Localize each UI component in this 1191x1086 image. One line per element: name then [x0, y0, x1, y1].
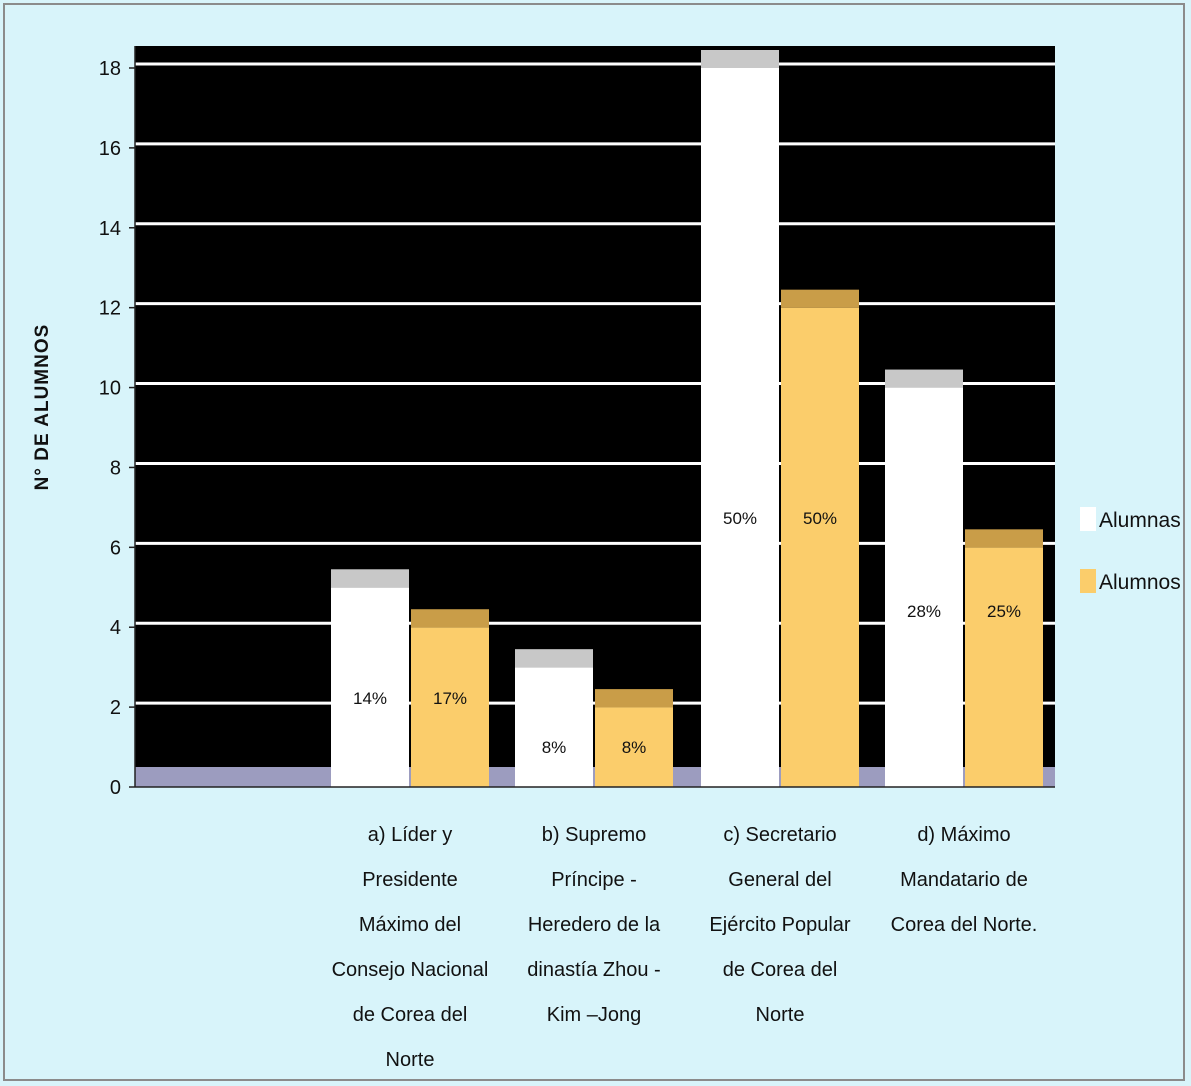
bar-chart: 0 2 4 6 8 10 12 14 16 18 N° DE ALUMNOS 14% 8% 50% 28…	[32, 46, 1181, 1071]
y-tick-label: 10	[99, 378, 121, 400]
bar-alumnas	[885, 387, 963, 787]
x-category-label: d) Máximo Mandatario de Corea del Norte.	[891, 824, 1038, 936]
y-tick-label: 6	[110, 537, 121, 559]
y-tick-label: 18	[99, 58, 121, 80]
bar-top-alumnos	[965, 529, 1043, 548]
gridlines	[135, 62, 1055, 705]
y-tick-label: 4	[110, 617, 121, 639]
data-label: 50%	[723, 509, 757, 528]
bar-alumnos	[965, 547, 1043, 787]
bar-alumnos	[595, 707, 673, 787]
bar-alumnos	[411, 627, 489, 787]
bar-top-alumnos	[411, 609, 489, 628]
legend-swatch-alumnos	[1080, 569, 1096, 593]
data-label: 50%	[803, 509, 837, 528]
bar-alumnas	[515, 667, 593, 787]
y-tick-label: 8	[110, 457, 121, 479]
y-axis: 0 2 4 6 8 10 12 14 16 18	[99, 46, 136, 799]
bar-top-alumnos	[781, 289, 859, 308]
bar-alumnos	[781, 307, 859, 787]
data-label: 8%	[622, 738, 647, 757]
bar-top-alumnas	[331, 569, 409, 588]
data-label: 28%	[907, 602, 941, 621]
x-axis: a) Líder y Presidente Máximo del Consejo Na…	[135, 786, 1055, 1071]
data-label: 14%	[353, 689, 387, 708]
y-tick-label: 14	[99, 218, 121, 240]
x-category-label: b) Supremo Príncipe -Heredero de la dinast…	[527, 824, 661, 1026]
bar-top-alumnas	[885, 369, 963, 388]
chart-frame: 0 2 4 6 8 10 12 14 16 18 N° DE ALUMNOS 14% 8% 50% 28…	[3, 3, 1185, 1081]
bar-alumnas	[331, 587, 409, 787]
legend-label-alumnos: Alumnos	[1099, 571, 1181, 594]
legend-swatch-alumnas	[1080, 507, 1096, 531]
data-label: 8%	[542, 738, 567, 757]
y-tick-label: 16	[99, 138, 121, 160]
x-category-label: c) Secretario General del Ejército Popular…	[709, 824, 851, 1026]
legend-label-alumnas: Alumnas	[1099, 509, 1181, 532]
y-tick-label: 0	[110, 777, 121, 799]
y-tick-label: 2	[110, 697, 121, 719]
y-axis-label: N° DE ALUMNOS	[32, 324, 53, 491]
bars: 14% 8% 50% 28% 17% 8% 50% 25%	[331, 50, 1043, 787]
bar-top-alumnos	[595, 689, 673, 708]
legend: Alumnas Alumnos	[1080, 507, 1181, 594]
data-label: 25%	[987, 602, 1021, 621]
bar-top-alumnas	[515, 649, 593, 668]
data-label: 17%	[433, 689, 467, 708]
bar-top-alumnas	[701, 50, 779, 68]
x-category-label: a) Líder y Presidente Máximo del Consejo Na…	[332, 824, 489, 1071]
y-tick-label: 12	[99, 298, 121, 320]
bar-alumnas	[701, 68, 779, 787]
